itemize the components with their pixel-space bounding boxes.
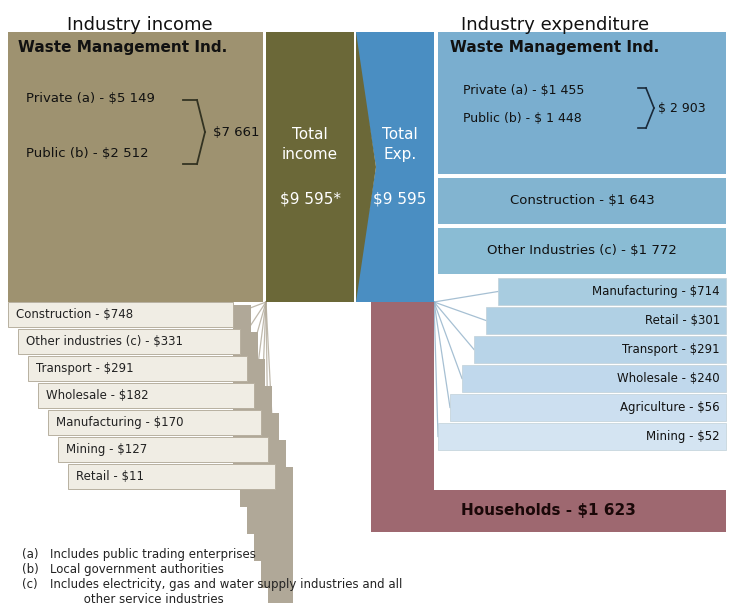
Text: Total: Total — [382, 127, 418, 142]
Text: Public (b) - $ 1 448: Public (b) - $ 1 448 — [463, 112, 582, 125]
Bar — [266, 32, 354, 302]
Text: Waste Management Ind.: Waste Management Ind. — [450, 40, 659, 55]
Bar — [438, 228, 726, 274]
Bar — [498, 278, 726, 305]
Text: Retail - $301: Retail - $301 — [645, 314, 720, 327]
Polygon shape — [354, 32, 376, 302]
Text: Agriculture - $56: Agriculture - $56 — [620, 401, 720, 414]
Bar — [356, 32, 434, 302]
Text: Mining - $52: Mining - $52 — [647, 430, 720, 443]
Bar — [28, 356, 247, 381]
Bar — [371, 302, 434, 490]
Bar — [268, 440, 286, 603]
Text: Exp.: Exp. — [383, 147, 416, 162]
Bar — [240, 332, 258, 507]
Text: income: income — [282, 147, 338, 162]
Text: Total: Total — [292, 127, 328, 142]
Text: Other Industries (c) - $1 772: Other Industries (c) - $1 772 — [487, 244, 677, 257]
Text: Mining - $127: Mining - $127 — [66, 443, 147, 456]
Text: Construction - $748: Construction - $748 — [16, 308, 133, 321]
Bar — [438, 178, 726, 224]
Text: Industry income: Industry income — [67, 16, 213, 34]
Bar — [474, 336, 726, 363]
Bar — [438, 423, 726, 450]
Bar — [486, 307, 726, 334]
Text: Retail - $11: Retail - $11 — [76, 470, 144, 483]
Text: (a): (a) — [22, 548, 39, 561]
Text: (b): (b) — [22, 563, 39, 576]
Text: Local government authorities: Local government authorities — [50, 563, 224, 576]
Text: Households - $1 623: Households - $1 623 — [461, 504, 636, 519]
Text: Wholesale - $182: Wholesale - $182 — [46, 389, 149, 402]
Bar — [68, 464, 275, 489]
Bar — [371, 490, 726, 532]
Text: $ 2 903: $ 2 903 — [658, 101, 706, 115]
Text: Construction - $1 643: Construction - $1 643 — [509, 195, 655, 207]
Text: Includes public trading enterprises: Includes public trading enterprises — [50, 548, 256, 561]
Bar — [8, 32, 263, 302]
Bar — [58, 437, 268, 462]
Bar — [18, 329, 240, 354]
Text: Wholesale - $240: Wholesale - $240 — [617, 372, 720, 385]
Text: Transport - $291: Transport - $291 — [36, 362, 133, 375]
Bar — [8, 302, 233, 327]
Text: Includes electricity, gas and water supply industries and all
         other ser: Includes electricity, gas and water supp… — [50, 578, 402, 603]
Bar — [254, 386, 272, 561]
Text: Industry expenditure: Industry expenditure — [461, 16, 649, 34]
Text: Transport - $291: Transport - $291 — [622, 343, 720, 356]
Bar — [38, 383, 254, 408]
Bar — [462, 365, 726, 392]
Bar — [48, 410, 261, 435]
Text: Manufacturing - $714: Manufacturing - $714 — [592, 285, 720, 298]
Text: $7 661: $7 661 — [213, 125, 259, 139]
Bar — [233, 305, 251, 480]
Bar — [450, 394, 726, 421]
Text: Private (a) - $1 455: Private (a) - $1 455 — [463, 84, 584, 97]
Text: $9 595*: $9 595* — [279, 192, 341, 207]
Text: Waste Management Ind.: Waste Management Ind. — [18, 40, 227, 55]
Text: $9 595: $9 595 — [373, 192, 427, 207]
Text: Other industries (c) - $331: Other industries (c) - $331 — [26, 335, 183, 348]
Text: (c): (c) — [22, 578, 37, 591]
Text: Private (a) - $5 149: Private (a) - $5 149 — [26, 92, 155, 105]
Text: Manufacturing - $170: Manufacturing - $170 — [56, 416, 183, 429]
Bar — [247, 359, 265, 534]
Polygon shape — [356, 32, 376, 302]
Bar — [261, 413, 279, 588]
Bar — [438, 32, 726, 174]
Bar — [275, 467, 293, 603]
Text: Public (b) - $2 512: Public (b) - $2 512 — [26, 147, 149, 160]
